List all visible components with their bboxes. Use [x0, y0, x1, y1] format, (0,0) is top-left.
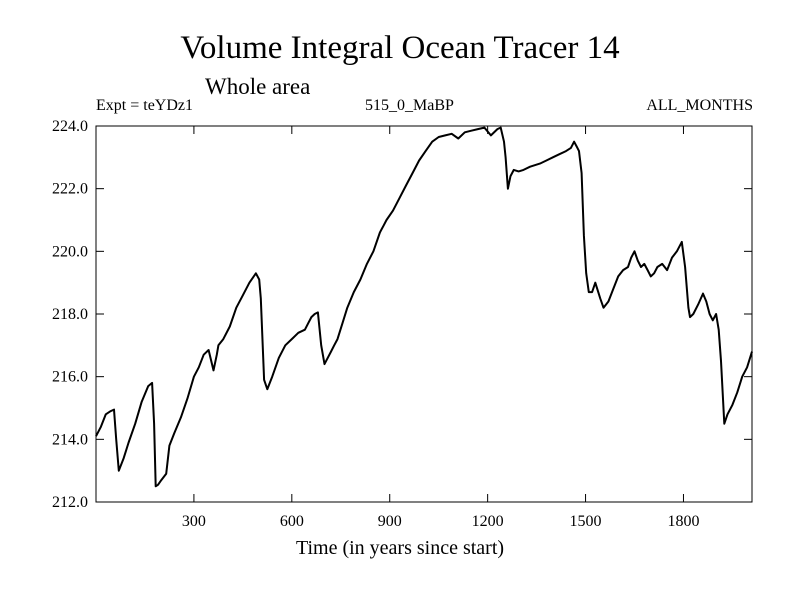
- x-axis-label: Time (in years since start): [295, 537, 505, 559]
- y-tick-label: 212.0: [52, 494, 88, 511]
- series-line-0: [95, 126, 753, 488]
- x-tick-label: 300: [182, 513, 206, 530]
- period-label: 515_0_MaBP: [365, 97, 454, 114]
- experiment-label: Expt = teYDz1: [96, 97, 193, 114]
- chart-title: Volume Integral Ocean Tracer 14: [180, 30, 620, 66]
- x-tick-label: 900: [378, 513, 402, 530]
- x-tick-label: 1200: [472, 513, 504, 530]
- y-tick-label: 220.0: [52, 243, 88, 260]
- plot-frame: [95, 125, 753, 503]
- y-tick-label: 222.0: [52, 181, 88, 198]
- chart-subtitle: Whole area: [205, 74, 311, 99]
- y-axis-ticks: 212.0 214.0 216.0 218.0 220.0 222.0 224.0: [52, 118, 752, 511]
- y-tick-label: 216.0: [52, 369, 88, 386]
- series-group: [95, 126, 753, 488]
- x-axis-ticks: 300 600 900 1200 1500 1800: [182, 126, 699, 530]
- x-tick-label: 1500: [570, 513, 602, 530]
- y-tick-label: 214.0: [52, 431, 88, 448]
- x-tick-label: 1800: [667, 513, 699, 530]
- months-label: ALL_MONTHS: [646, 97, 753, 114]
- y-tick-label: 218.0: [52, 306, 88, 323]
- x-tick-label: 600: [280, 513, 304, 530]
- y-tick-label: 224.0: [52, 118, 88, 135]
